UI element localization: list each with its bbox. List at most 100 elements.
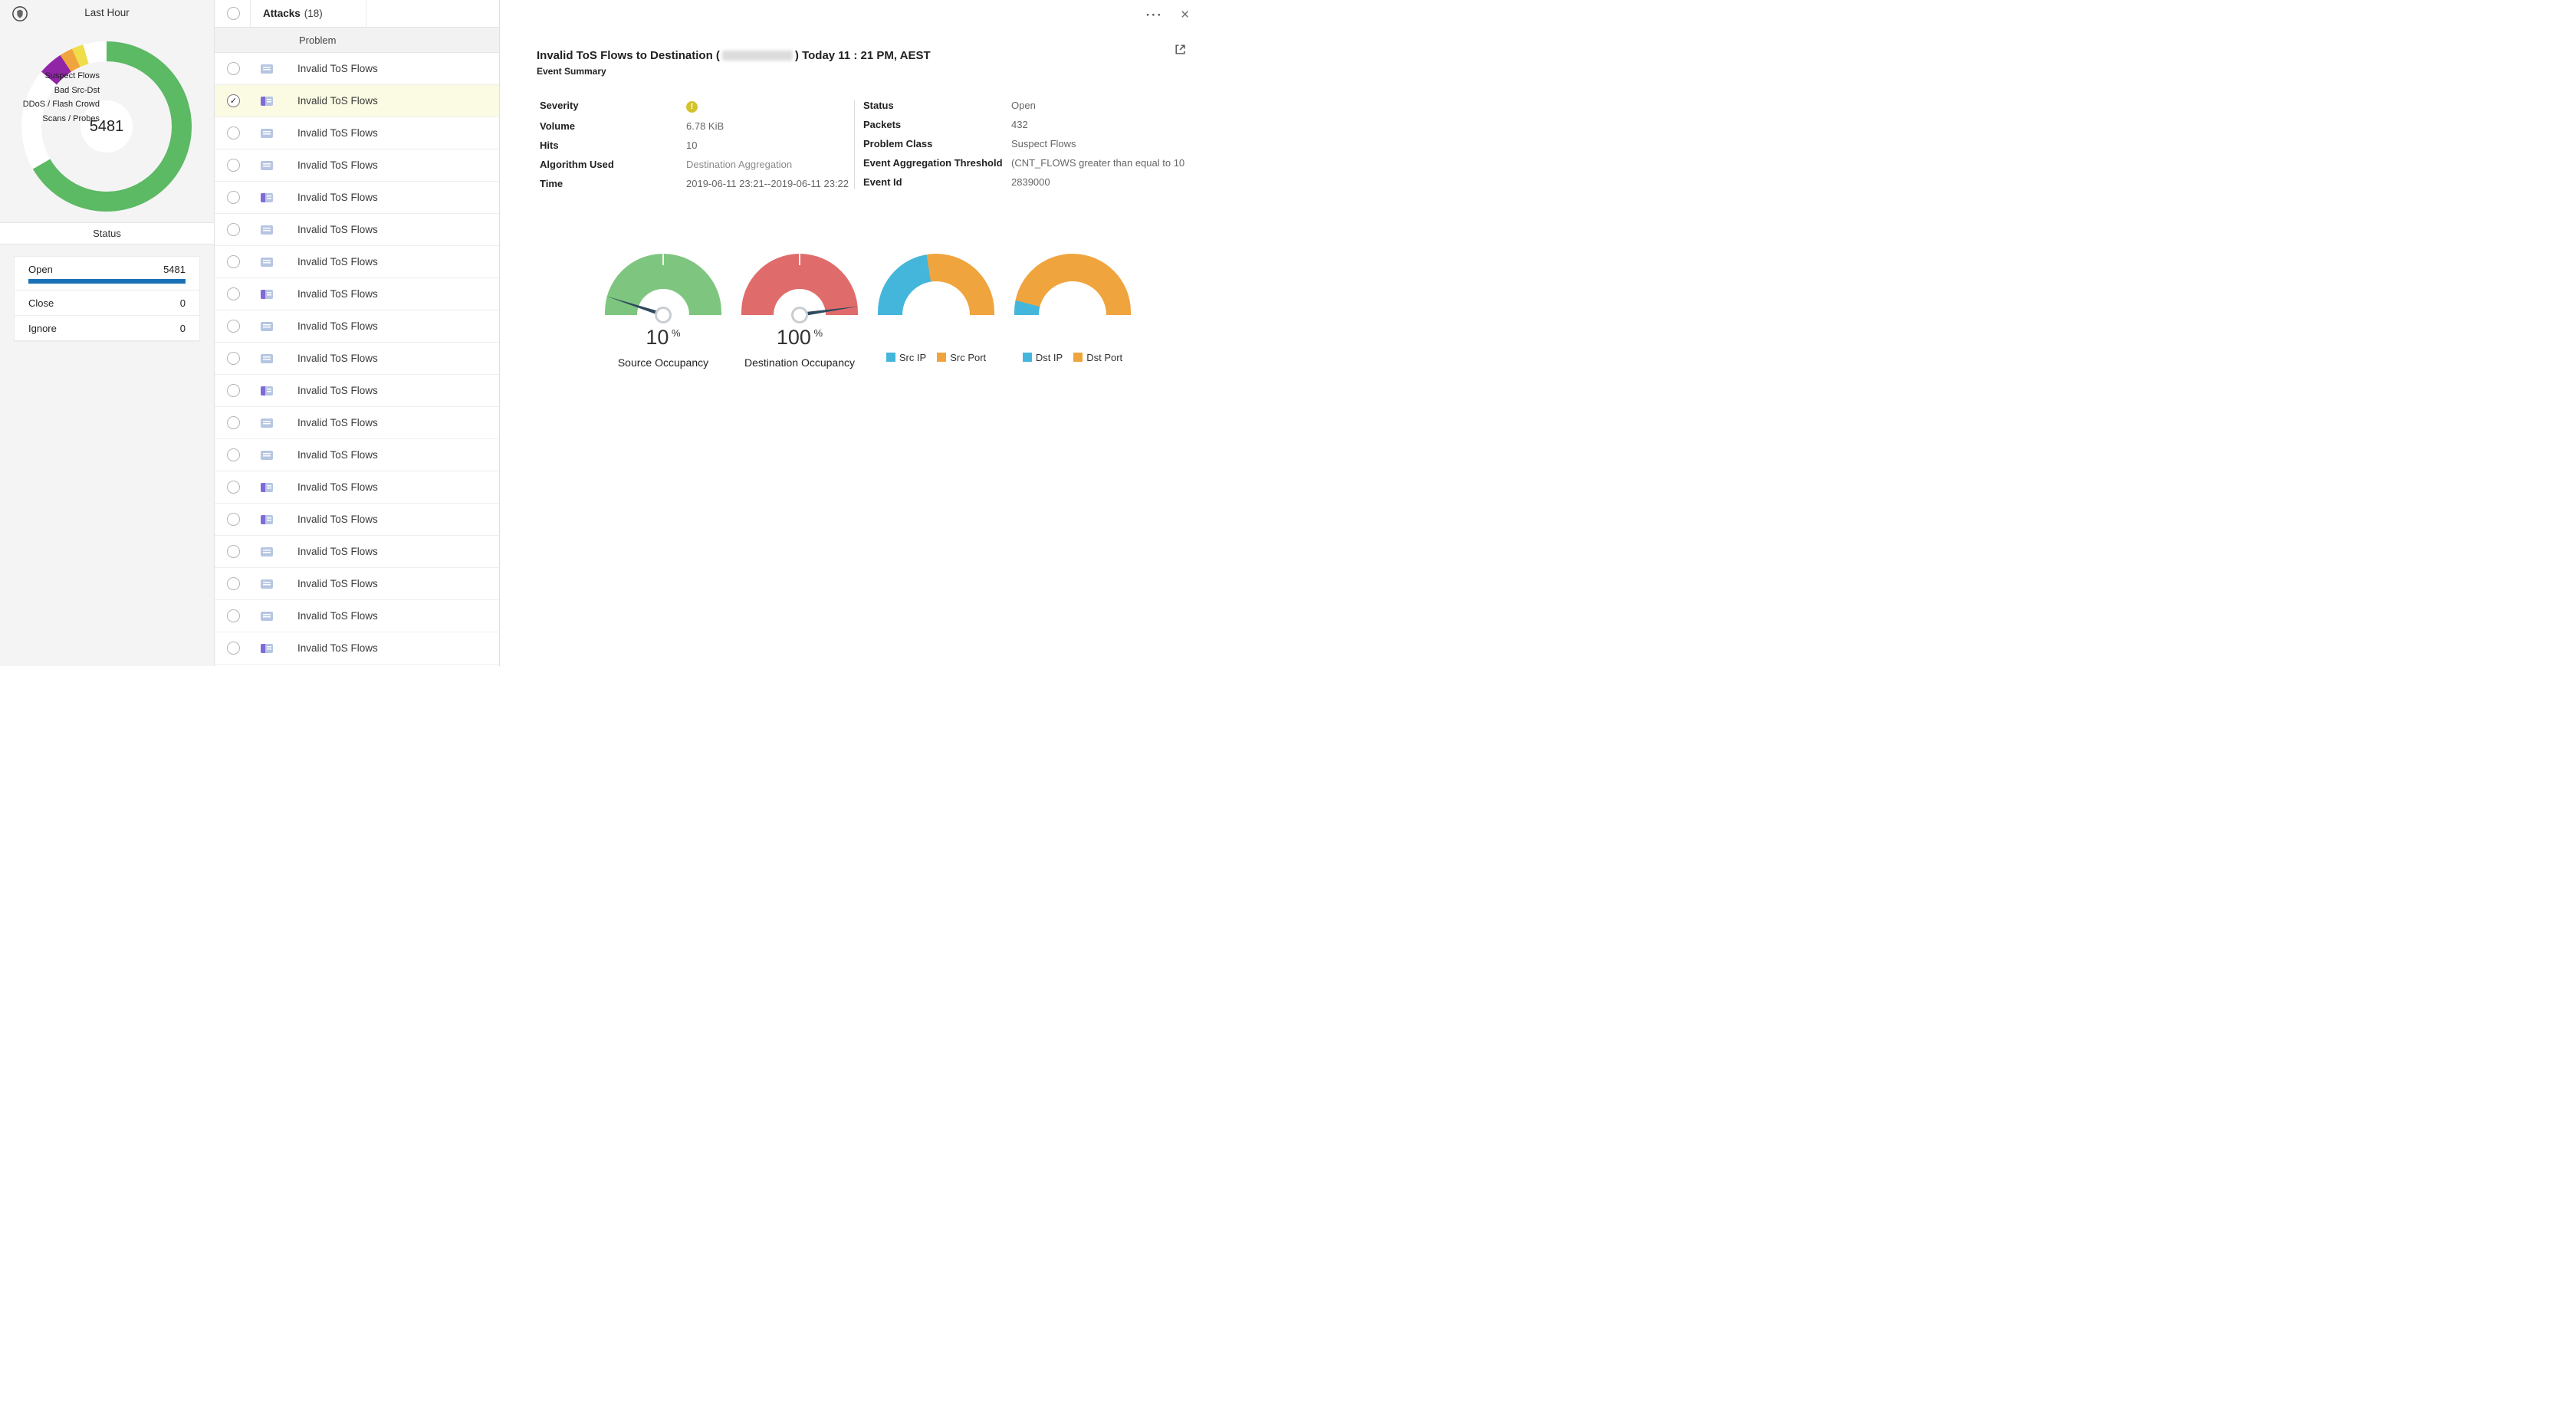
problem-type-a-icon bbox=[261, 450, 273, 460]
attack-list-item[interactable]: Invalid ToS Flows bbox=[215, 471, 499, 504]
legend-entry-label: Dst IP bbox=[1035, 351, 1063, 363]
destination-endpoint-split-legend: Dst IP Dst Port bbox=[1007, 352, 1138, 363]
attack-list-item[interactable]: Invalid ToS Flows bbox=[215, 149, 499, 182]
row-checkbox[interactable] bbox=[227, 255, 240, 268]
event-summary-subtitle: Event Summary bbox=[537, 66, 606, 77]
row-checkbox[interactable] bbox=[227, 384, 240, 397]
row-checkbox[interactable] bbox=[227, 513, 240, 526]
row-checkbox[interactable] bbox=[227, 287, 240, 300]
row-checkbox[interactable] bbox=[227, 191, 240, 204]
problem-label: Invalid ToS Flows bbox=[297, 63, 378, 74]
status-row-open[interactable]: Open 5481 bbox=[15, 257, 199, 291]
field-label-left: Time bbox=[540, 177, 564, 189]
problem-label: Invalid ToS Flows bbox=[297, 288, 378, 300]
app-logo-icon[interactable] bbox=[12, 5, 28, 22]
problem-type-a-icon bbox=[261, 579, 273, 589]
attack-list-item[interactable]: Invalid ToS Flows bbox=[215, 182, 499, 214]
legend-swatch bbox=[886, 353, 895, 362]
problem-label: Invalid ToS Flows bbox=[297, 256, 378, 268]
status-row-line: Close 0 bbox=[28, 297, 186, 309]
more-options-icon[interactable]: ⋯ bbox=[1145, 5, 1162, 24]
attack-list-item[interactable]: Invalid ToS Flows bbox=[215, 278, 499, 310]
problem-type-b-icon bbox=[261, 192, 273, 202]
row-checkbox[interactable] bbox=[227, 320, 240, 333]
row-checkbox[interactable] bbox=[227, 545, 240, 558]
problem-type-a-icon bbox=[261, 418, 273, 428]
detail-content: Invalid ToS Flows to Destination ( ) Tod… bbox=[500, 0, 1202, 369]
attack-list-item[interactable]: Invalid ToS Flows bbox=[215, 310, 499, 343]
app-root: Last Hour Suspect Flows Bad Src-Dst DDoS /… bbox=[0, 0, 1202, 666]
destination-occupancy-gauge: 100 % Destination Occupancy bbox=[734, 253, 865, 369]
status-row-line: Ignore 0 bbox=[28, 323, 186, 334]
row-checkbox[interactable] bbox=[227, 159, 240, 172]
select-all-checkbox[interactable] bbox=[227, 7, 240, 20]
legend-entry: Dst Port bbox=[1073, 352, 1122, 363]
row-checkbox[interactable] bbox=[227, 126, 240, 140]
field-label-right: Status bbox=[863, 100, 894, 111]
attack-list-item[interactable]: Invalid ToS Flows bbox=[215, 375, 499, 407]
tab-attacks[interactable]: Attacks (18) bbox=[250, 0, 366, 28]
destination-occupancy-gauge-chart bbox=[741, 253, 858, 323]
field-value-right: 432 bbox=[1011, 119, 1028, 130]
attack-list-item[interactable]: Invalid ToS Flows bbox=[215, 439, 499, 471]
status-label: Open bbox=[28, 264, 53, 275]
status-row-line: Open 5481 bbox=[28, 264, 186, 275]
problem-label: Invalid ToS Flows bbox=[297, 320, 378, 332]
row-checkbox[interactable] bbox=[227, 481, 240, 494]
sidebar: Last Hour Suspect Flows Bad Src-Dst DDoS /… bbox=[0, 0, 215, 666]
attack-list-item[interactable]: Invalid ToS Flows bbox=[215, 117, 499, 149]
field-value-left: Destination Aggregation bbox=[686, 158, 793, 170]
attack-list-item[interactable]: Invalid ToS Flows bbox=[215, 343, 499, 375]
destination-endpoint-split-arc bbox=[1014, 253, 1131, 315]
field-value-right: (CNT_FLOWS greater than equal to 10… bbox=[1011, 157, 1186, 169]
attack-list-item[interactable]: Invalid ToS Flows bbox=[215, 53, 499, 85]
fields-divider bbox=[854, 100, 855, 189]
legend-entry-label: Src Port bbox=[950, 351, 987, 363]
status-value: 0 bbox=[179, 323, 186, 334]
problem-label: Invalid ToS Flows bbox=[297, 514, 378, 525]
status-row-ignore[interactable]: Ignore 0 bbox=[15, 316, 199, 341]
gauge-title: Destination Occupancy bbox=[744, 356, 855, 369]
attack-list-item[interactable]: Invalid ToS Flows bbox=[215, 568, 499, 600]
problem-label: Invalid ToS Flows bbox=[297, 481, 378, 493]
attack-list-item[interactable]: Invalid ToS Flows bbox=[215, 214, 499, 246]
row-checkbox[interactable] bbox=[227, 352, 240, 365]
source-occupancy-gauge: 10 % Source Occupancy bbox=[598, 253, 728, 369]
attacks-donut[interactable]: 5481 bbox=[21, 41, 192, 212]
field-label-right: Packets bbox=[863, 119, 902, 130]
problem-label: Invalid ToS Flows bbox=[297, 353, 378, 364]
fields-right-column: Status Open Packets 432 Problem Class Suspect… bbox=[863, 100, 1187, 189]
attack-list-item[interactable]: ✓ Invalid ToS Flows bbox=[215, 85, 499, 117]
legend-entry: Dst IP bbox=[1022, 351, 1063, 363]
status-section-title: Status bbox=[0, 222, 214, 245]
status-row-close[interactable]: Close 0 bbox=[15, 291, 199, 316]
row-checkbox[interactable] bbox=[227, 448, 240, 461]
open-in-new-icon[interactable] bbox=[1174, 43, 1187, 58]
row-checkbox[interactable] bbox=[227, 416, 240, 429]
event-title-suffix: ) Today 11 : 21 PM, AEST bbox=[794, 49, 931, 62]
destination-occupancy-gauge-arc bbox=[741, 253, 858, 315]
row-checkbox[interactable] bbox=[227, 223, 240, 236]
attack-list-item[interactable]: Invalid ToS Flows bbox=[215, 632, 499, 665]
gauge-value-number: 10 bbox=[646, 325, 669, 349]
row-checkbox[interactable] bbox=[227, 577, 240, 590]
row-checkbox[interactable] bbox=[227, 642, 240, 655]
source-endpoint-split: Src IP Src Port bbox=[871, 253, 1001, 369]
field-label-right: Problem Class bbox=[863, 138, 933, 149]
problem-label: Invalid ToS Flows bbox=[297, 449, 378, 461]
attack-list-item[interactable]: Invalid ToS Flows bbox=[215, 504, 499, 536]
row-checkbox[interactable] bbox=[227, 62, 240, 75]
column-header-problem-label: Problem bbox=[299, 34, 337, 46]
field-label-left: Hits bbox=[540, 139, 559, 151]
attack-list-item[interactable]: Invalid ToS Flows bbox=[215, 246, 499, 278]
row-checkbox-checked[interactable]: ✓ bbox=[227, 94, 240, 107]
attack-list-item[interactable]: Invalid ToS Flows bbox=[215, 536, 499, 568]
close-icon[interactable]: ✕ bbox=[1180, 8, 1190, 21]
half-donut-hole bbox=[1039, 281, 1106, 315]
attack-list-item[interactable]: Invalid ToS Flows bbox=[215, 600, 499, 632]
legend-swatch bbox=[1022, 353, 1032, 362]
row-checkbox[interactable] bbox=[227, 609, 240, 622]
time-range-title: Last Hour bbox=[84, 7, 130, 18]
attack-list-item[interactable]: Invalid ToS Flows bbox=[215, 407, 499, 439]
severity-warning-icon: ! bbox=[686, 100, 698, 113]
